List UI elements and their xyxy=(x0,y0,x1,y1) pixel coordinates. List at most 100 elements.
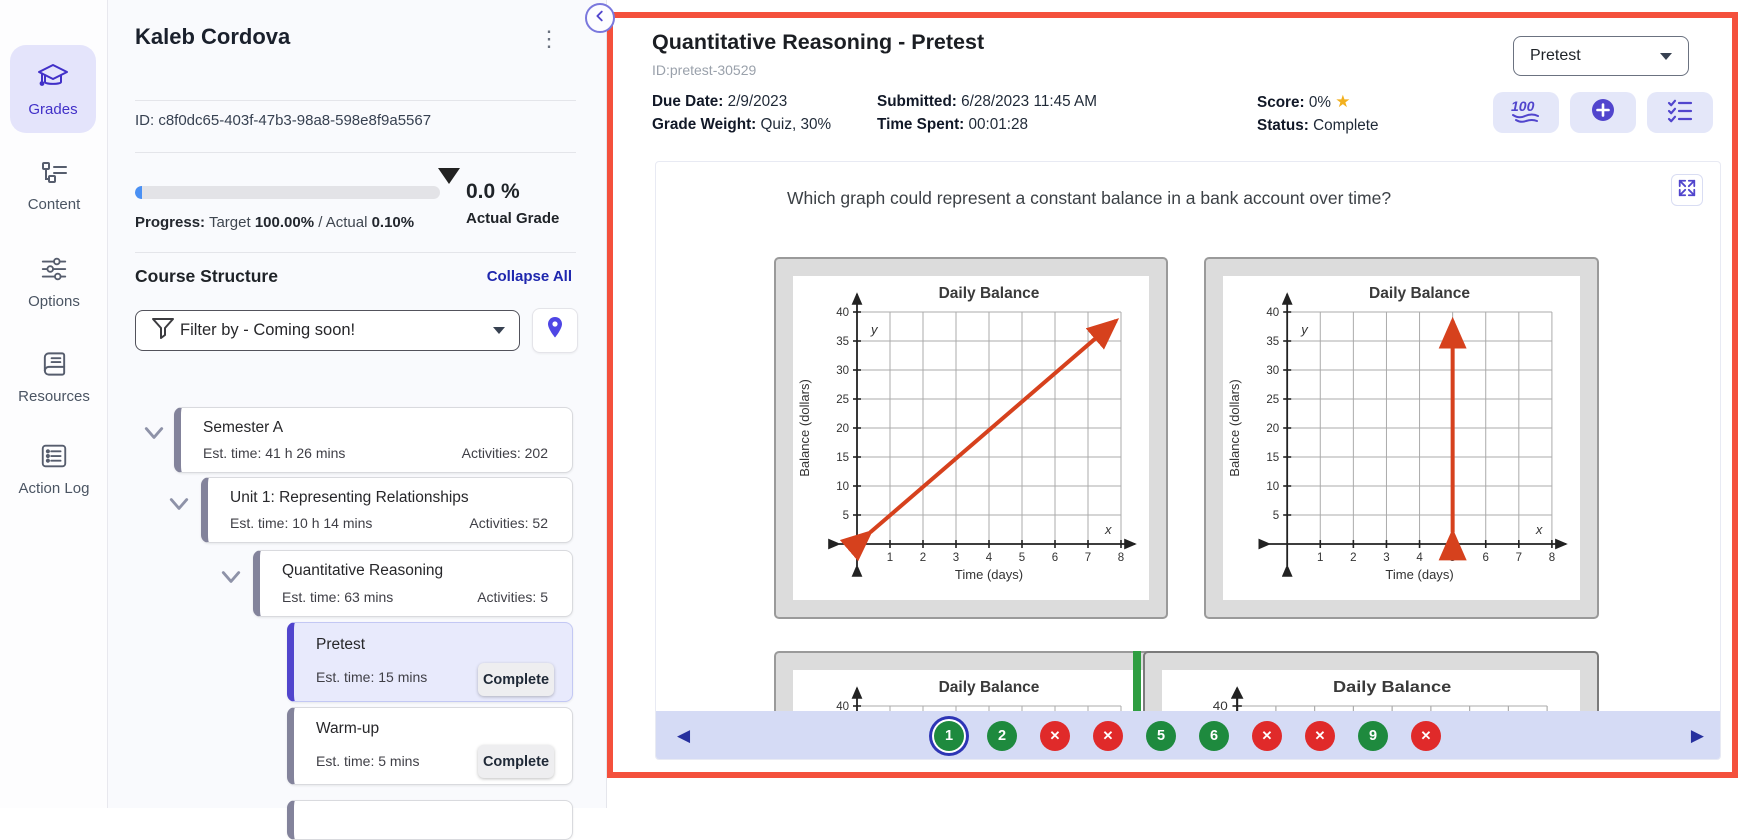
svg-text:40: 40 xyxy=(1266,307,1279,319)
question-nav-circle[interactable]: ✕ xyxy=(1252,721,1282,751)
kebab-menu-icon[interactable]: ⋮ xyxy=(538,26,560,51)
next-question-arrow[interactable]: ▶ xyxy=(1690,726,1704,745)
question-nav-circle[interactable]: 2 xyxy=(987,721,1017,751)
tree-item-activities: Activities: 5 xyxy=(477,589,548,605)
tree-item-unit-1[interactable]: Unit 1: Representing Relationships Est. … xyxy=(201,477,573,543)
svg-text:25: 25 xyxy=(836,394,849,406)
sidebar-item-grades[interactable]: Grades xyxy=(10,45,96,133)
status-badge: Complete xyxy=(478,663,554,696)
tree-item-title: Unit 1: Representing Relationships xyxy=(230,489,469,506)
tree-item-title: Warm-up xyxy=(316,720,380,737)
svg-text:20: 20 xyxy=(1266,423,1279,435)
question-nav-circle[interactable]: 1 xyxy=(934,721,964,751)
svg-text:Daily Balance: Daily Balance xyxy=(939,285,1040,302)
question-pagination-bar: ◀ 1 2 ✕ ✕ 5 6 ✕ ✕ 9 ✕ ▶ xyxy=(656,711,1720,759)
tree-item-partial[interactable] xyxy=(287,800,573,840)
svg-text:30: 30 xyxy=(1266,365,1279,377)
question-nav-circle[interactable]: 6 xyxy=(1199,721,1229,751)
expand-button[interactable] xyxy=(1671,174,1703,206)
activity-id: ID:pretest-30529 xyxy=(652,62,757,78)
due-date-value: 2/9/2023 xyxy=(723,93,788,110)
svg-text:x: x xyxy=(1535,522,1543,537)
grade-100-button[interactable]: 100 xyxy=(1493,92,1559,133)
panel-collapse-toggle[interactable] xyxy=(585,3,615,33)
question-nav-circle[interactable]: 9 xyxy=(1358,721,1388,751)
chevron-down-icon[interactable] xyxy=(143,425,165,446)
answer-graph-card-b[interactable]: Daily Balance 5 10 15 20 25 30 35 40 1 2 3 4 5 6 7 8 Time… xyxy=(1204,257,1599,619)
graduation-cap-icon xyxy=(35,61,71,96)
answer-graph-card-a[interactable]: Daily Balance 5 10 15 20 25 30 35 40 1 2 3 4 5 6 7 8 Time… xyxy=(774,257,1168,619)
svg-text:x: x xyxy=(1104,522,1112,537)
sidebar-item-action-log[interactable]: Action Log xyxy=(0,442,108,497)
svg-text:20: 20 xyxy=(836,423,849,435)
chevron-down-icon[interactable] xyxy=(168,496,190,517)
tree-item-quantitative-reasoning[interactable]: Quantitative Reasoning Est. time: 63 min… xyxy=(253,550,573,617)
question-nav-circle[interactable]: 5 xyxy=(1146,721,1176,751)
divider xyxy=(135,152,576,153)
svg-text:Daily Balance: Daily Balance xyxy=(1369,285,1470,302)
version-dropdown[interactable]: Pretest xyxy=(1513,36,1689,76)
progress-actual-value: 0.10% xyxy=(371,214,415,231)
locate-activity-button[interactable] xyxy=(532,308,578,353)
svg-text:8: 8 xyxy=(1549,552,1555,564)
svg-text:6: 6 xyxy=(1052,552,1058,564)
tree-item-semester-a[interactable]: Semester A Est. time: 41 h 26 mins Activ… xyxy=(174,407,573,473)
svg-text:Time (days): Time (days) xyxy=(955,567,1023,582)
sliders-icon xyxy=(39,255,69,288)
content-tree-icon xyxy=(39,160,69,191)
sidebar-item-label: Options xyxy=(28,293,80,310)
tree-item-title: Quantitative Reasoning xyxy=(282,562,444,579)
sidebar-item-label: Grades xyxy=(28,100,78,118)
filter-funnel-icon xyxy=(150,315,176,346)
checklist-button[interactable] xyxy=(1647,92,1713,133)
due-date-label: Due Date: xyxy=(652,93,724,110)
svg-text:1: 1 xyxy=(887,552,893,564)
svg-text:Balance (dollars): Balance (dollars) xyxy=(797,379,812,477)
time-spent-label: Time Spent: xyxy=(877,116,965,133)
svg-text:8: 8 xyxy=(1118,552,1124,564)
meta-col-score: Score: 0% ★ Status: Complete xyxy=(1257,90,1379,137)
svg-text:Daily Balance: Daily Balance xyxy=(939,679,1040,696)
svg-text:1: 1 xyxy=(1317,552,1323,564)
tree-item-est-time: Est. time: 41 h 26 mins xyxy=(203,445,346,461)
svg-text:10: 10 xyxy=(1266,481,1279,493)
svg-text:7: 7 xyxy=(1085,552,1091,564)
svg-text:3: 3 xyxy=(1383,552,1389,564)
tree-item-est-time: Est. time: 15 mins xyxy=(316,669,428,685)
chevron-down-icon[interactable] xyxy=(220,569,242,590)
location-pin-icon xyxy=(543,315,567,346)
grade-weight-value: Quiz, 30% xyxy=(756,116,832,133)
previous-question-arrow[interactable]: ◀ xyxy=(677,726,691,745)
svg-text:4: 4 xyxy=(1416,552,1423,564)
question-nav-circle[interactable]: ✕ xyxy=(1093,721,1123,751)
filter-dropdown[interactable]: Filter by - Coming soon! xyxy=(135,310,520,351)
tree-item-title: Semester A xyxy=(203,419,284,436)
sidebar-item-resources[interactable]: Resources xyxy=(0,350,108,405)
student-name: Kaleb Cordova xyxy=(135,24,291,49)
svg-text:5: 5 xyxy=(843,510,849,522)
svg-text:5: 5 xyxy=(1273,510,1279,522)
plus-circle-icon xyxy=(1590,97,1616,128)
tree-item-activities: Activities: 52 xyxy=(469,515,548,531)
svg-text:40: 40 xyxy=(836,701,849,713)
svg-text:35: 35 xyxy=(836,336,849,348)
tree-item-est-time: Est. time: 5 mins xyxy=(316,753,420,769)
sidebar-item-label: Content xyxy=(27,196,81,213)
progress-bar xyxy=(135,186,440,199)
sidebar-item-options[interactable]: Options xyxy=(0,255,108,310)
progress-target-marker xyxy=(438,168,460,184)
svg-text:15: 15 xyxy=(836,452,849,464)
tree-item-warm-up[interactable]: Warm-up Est. time: 5 mins Complete xyxy=(287,707,573,785)
question-nav-circle[interactable]: ✕ xyxy=(1411,721,1441,751)
tree-item-pretest[interactable]: Pretest Est. time: 15 mins Complete xyxy=(287,622,573,702)
progress-actual-label: / Actual xyxy=(318,214,368,231)
sidebar-item-content[interactable]: Content xyxy=(0,160,108,213)
add-button[interactable] xyxy=(1570,92,1636,133)
daily-balance-chart: Daily Balance 5 10 15 20 25 30 35 40 1 2 3 4 5 6 7 8 Time… xyxy=(797,285,1137,582)
svg-text:15: 15 xyxy=(1266,452,1279,464)
question-nav-circle[interactable]: ✕ xyxy=(1040,721,1070,751)
svg-text:4: 4 xyxy=(986,552,993,564)
svg-text:Daily Balance: Daily Balance xyxy=(1333,678,1451,695)
question-nav-circle[interactable]: ✕ xyxy=(1305,721,1335,751)
collapse-all-link[interactable]: Collapse All xyxy=(486,268,572,285)
